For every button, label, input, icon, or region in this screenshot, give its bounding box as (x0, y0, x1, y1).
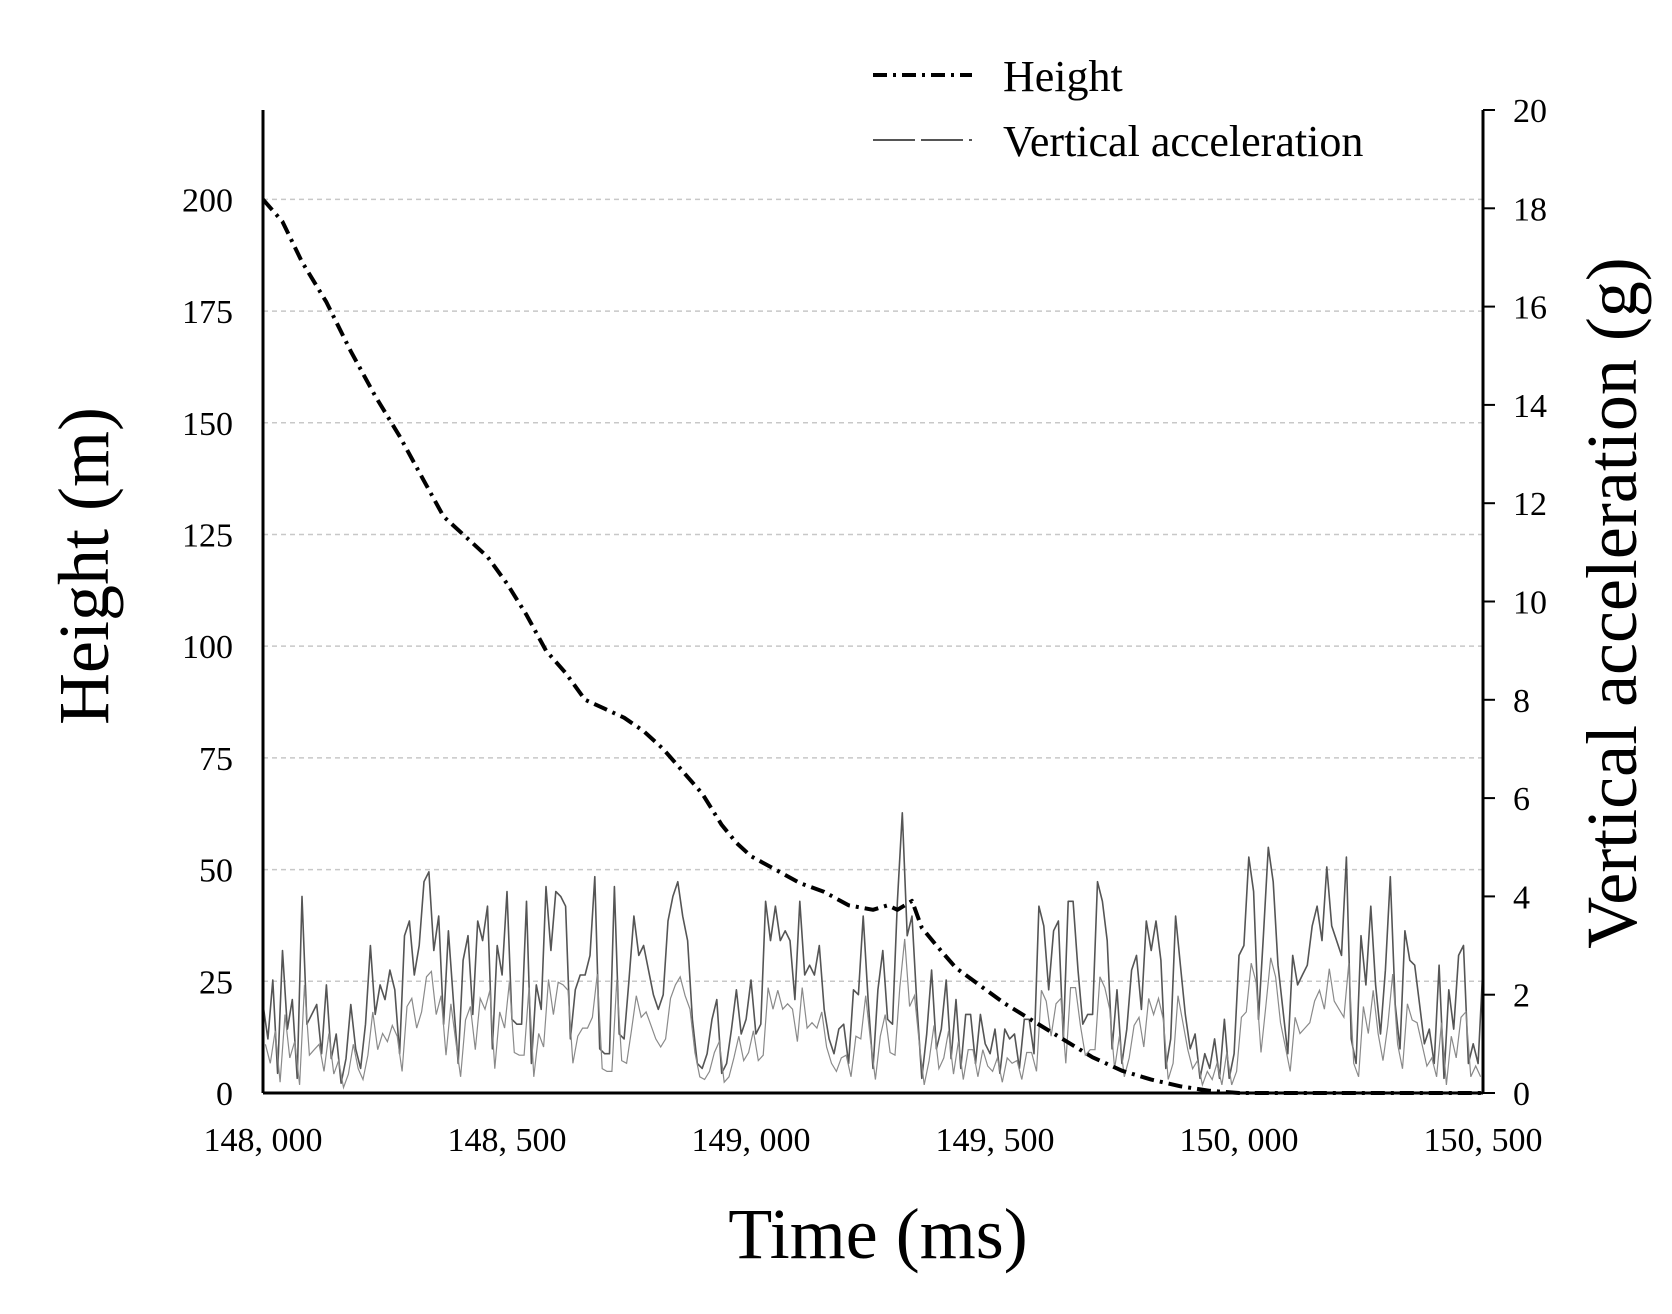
left-y-tick-label: 125 (182, 517, 233, 554)
right-y-tick-label: 16 (1513, 290, 1547, 327)
left-y-tick-label: 150 (182, 406, 233, 443)
vertical-acceleration-series (262, 811, 1484, 1090)
x-axis-title: Time (ms) (728, 1194, 1027, 1274)
tick-labels: 0 25 50 75 100 125 150 175 200 0 2 4 6 8 10 12 14 16 18 20 1… (182, 93, 1547, 1159)
right-y-tick-label: 8 (1513, 683, 1530, 720)
right-y-tick-label: 10 (1513, 585, 1547, 622)
left-y-tick-label: 0 (216, 1076, 233, 1113)
vertical-acceleration-line (262, 811, 1484, 1084)
right-y-tick-label: 14 (1513, 388, 1547, 425)
right-y-axis-title: Vertical acceleration (g) (1572, 257, 1652, 949)
right-y-tick-label: 0 (1513, 1076, 1530, 1113)
legend: Height Vertical acceleration (873, 52, 1363, 166)
x-tick-label: 150, 500 (1424, 1122, 1543, 1159)
right-y-tick-label: 12 (1513, 486, 1547, 523)
height-line (261, 198, 1483, 1095)
right-y-tick-label: 18 (1513, 191, 1547, 228)
legend-height-label: Height (1003, 52, 1123, 101)
x-tick-label: 150, 000 (1180, 1122, 1299, 1159)
right-y-tick-label: 20 (1513, 93, 1547, 130)
left-y-tick-label: 50 (199, 853, 233, 890)
left-y-tick-label: 200 (182, 182, 233, 219)
left-y-tick-label: 175 (182, 294, 233, 331)
x-tick-label: 148, 000 (204, 1122, 323, 1159)
left-y-tick-label: 75 (199, 741, 233, 778)
vertical-acceleration-line-secondary (264, 938, 1482, 1090)
gridlines (263, 198, 1483, 983)
axes (261, 110, 1485, 1095)
right-y-tick-label: 4 (1513, 879, 1530, 916)
left-y-tick-label: 25 (199, 964, 233, 1001)
height-series (261, 198, 1483, 1095)
left-y-axis-title: Height (m) (44, 407, 124, 725)
right-y-tick-label: 2 (1513, 978, 1530, 1015)
x-tick-label: 148, 500 (448, 1122, 567, 1159)
x-tick-label: 149, 000 (692, 1122, 811, 1159)
left-y-tick-label: 100 (182, 629, 233, 666)
legend-vertical-acceleration-label: Vertical acceleration (1003, 117, 1363, 166)
right-y-tick-label: 6 (1513, 781, 1530, 818)
x-tick-label: 149, 500 (936, 1122, 1055, 1159)
